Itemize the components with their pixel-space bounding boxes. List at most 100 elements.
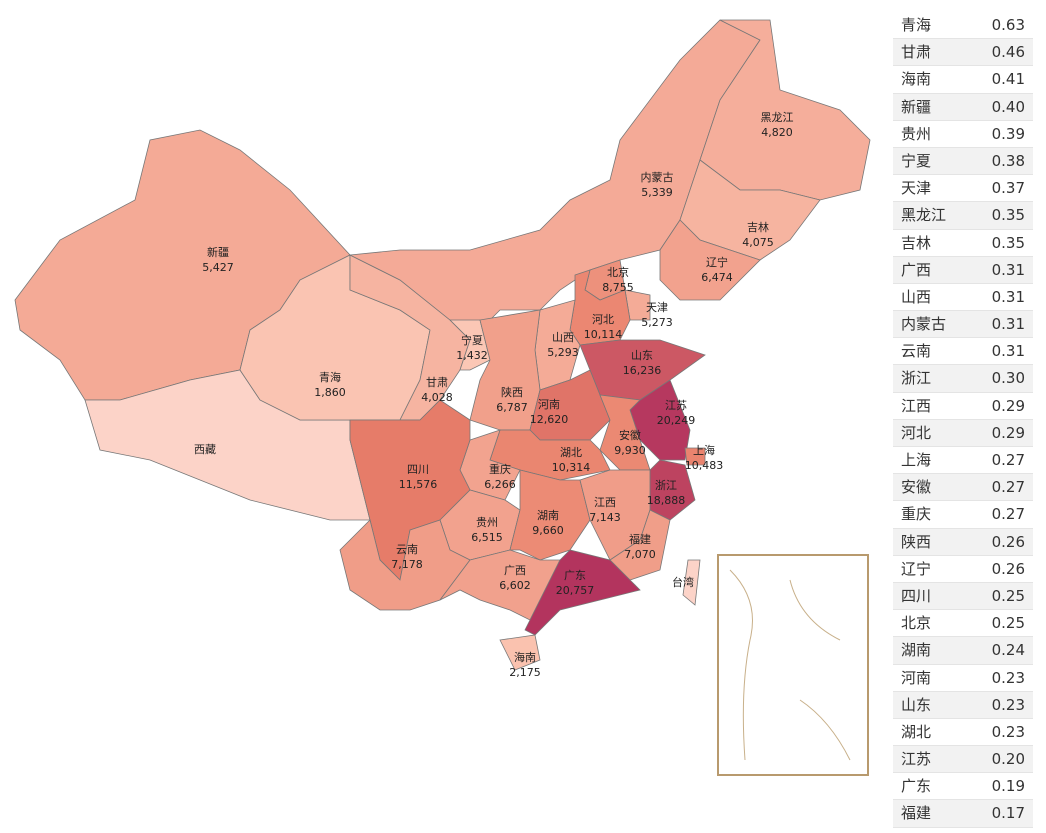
province-name: 吉林 <box>747 220 769 234</box>
table-row: 河南 0.23 <box>893 665 1033 692</box>
province-name: 浙江 <box>901 369 932 388</box>
province-name: 河北 <box>592 313 614 326</box>
province-name: 内蒙古 <box>901 315 947 334</box>
province-name: 浙江 <box>655 479 677 492</box>
ratio-value: 0.27 <box>991 478 1025 497</box>
province-name: 黑龙江 <box>901 206 947 225</box>
south-china-sea-inset <box>717 554 869 776</box>
province-value: 5,293 <box>547 346 579 359</box>
province-value: 7,070 <box>624 548 656 561</box>
ratio-value: 0.31 <box>991 342 1025 361</box>
ratio-value: 0.20 <box>991 750 1025 769</box>
province-name: 青海 <box>319 370 341 384</box>
table-row: 安徽 0.27 <box>893 474 1033 502</box>
province <box>684 447 706 466</box>
ratio-value: 0.23 <box>991 722 1025 741</box>
province-name: 上海 <box>901 451 932 469</box>
table-row: 广西 0.31 <box>893 256 1033 284</box>
province-name: 江苏 <box>901 750 932 769</box>
province-name: 河北 <box>901 423 932 442</box>
ratio-value: 0.41 <box>991 70 1025 89</box>
ratio-value: 0.29 <box>991 396 1025 415</box>
ratio-value: 0.27 <box>991 505 1025 524</box>
province-name: 吉林 <box>901 233 932 252</box>
ratio-value: 0.25 <box>991 614 1025 633</box>
ratio-value: 0.27 <box>991 451 1025 469</box>
table-row: 山东 0.23 <box>893 691 1033 719</box>
province-name: 台湾 <box>672 575 694 589</box>
ratio-value: 0.24 <box>991 641 1025 660</box>
table-row: 陕西 0.26 <box>893 528 1033 556</box>
province-name: 西藏 <box>194 443 216 456</box>
province-name: 辽宁 <box>901 559 932 578</box>
province-name: 海南 <box>514 650 536 664</box>
province-name: 甘肃 <box>426 376 448 389</box>
province-name: 广西 <box>504 564 526 577</box>
province-name: 新疆 <box>901 97 932 116</box>
province-value: 4,028 <box>421 391 453 404</box>
ratio-value: 0.37 <box>991 179 1025 198</box>
province-value: 6,266 <box>484 478 516 491</box>
table-row: 甘肃 0.46 <box>893 39 1033 67</box>
table-row: 海南 0.41 <box>893 66 1033 94</box>
ratio-value: 0.46 <box>991 43 1025 62</box>
province <box>524 549 641 636</box>
province-name: 内蒙古 <box>641 170 674 184</box>
table-row: 天津 0.37 <box>893 175 1033 203</box>
table-row: 江苏 0.20 <box>893 746 1033 774</box>
province-value: 20,249 <box>657 414 696 427</box>
province-value: 1,860 <box>314 386 346 399</box>
province-name: 宁夏 <box>901 151 932 170</box>
province-value: 9,930 <box>614 444 646 457</box>
ratio-value: 0.26 <box>991 559 1025 578</box>
table-row: 新疆 0.40 <box>893 93 1033 121</box>
province-value: 6,602 <box>499 579 531 592</box>
table-row: 山西 0.31 <box>893 284 1033 312</box>
province <box>659 219 761 301</box>
province-name: 北京 <box>607 265 629 279</box>
province-value: 5,339 <box>641 186 673 199</box>
province-value: 20,757 <box>556 584 595 597</box>
province-name: 安徽 <box>901 478 932 497</box>
ratio-value: 0.63 <box>991 16 1025 34</box>
table-row: 江西 0.29 <box>893 393 1033 420</box>
province-name: 陕西 <box>501 385 523 399</box>
province-value: 10,114 <box>584 328 623 341</box>
china-map: 新疆 5,427 西藏 青海 1,860 甘肃 4,028 内蒙古 5,339 黑龙江 4,820 吉… <box>14 19 871 776</box>
province <box>439 549 561 621</box>
province-value: 16,236 <box>623 364 662 377</box>
ratio-value: 0.31 <box>991 260 1025 279</box>
inset-coastline <box>729 569 851 761</box>
province-value: 18,888 <box>647 494 686 507</box>
province-name: 河南 <box>538 398 560 411</box>
ratio-value: 0.39 <box>991 124 1025 143</box>
ratio-value: 0.17 <box>991 804 1025 823</box>
province-name: 海南 <box>901 70 932 89</box>
province-name: 重庆 <box>489 462 511 476</box>
table-row: 上海 0.27 <box>893 447 1033 475</box>
province <box>682 559 701 606</box>
ratio-value: 0.19 <box>991 777 1025 796</box>
province-value: 6,787 <box>496 401 528 414</box>
province-name: 安徽 <box>619 428 641 442</box>
table-row: 黑龙江 0.35 <box>893 202 1033 230</box>
ratio-value: 0.35 <box>991 233 1025 252</box>
province-name: 江苏 <box>665 399 687 412</box>
province-name: 广东 <box>564 569 586 582</box>
ratio-value: 0.38 <box>991 151 1025 170</box>
province-value: 10,314 <box>552 461 591 474</box>
ratio-value: 0.23 <box>991 695 1025 714</box>
province-value: 2,175 <box>509 666 541 679</box>
province-name: 四川 <box>901 586 932 605</box>
table-row: 宁夏 0.38 <box>893 147 1033 176</box>
table-row: 广东 0.19 <box>893 773 1033 801</box>
province-value: 8,755 <box>602 281 634 294</box>
province-name: 新疆 <box>207 245 229 259</box>
ratio-value: 0.40 <box>991 97 1025 116</box>
table-row: 青海 0.63 <box>893 12 1033 40</box>
province-name: 福建 <box>901 804 932 823</box>
province-name: 河南 <box>901 668 932 687</box>
province-name: 山西 <box>552 331 574 344</box>
province-value: 6,515 <box>471 531 503 544</box>
table-row: 辽宁 0.26 <box>893 556 1033 583</box>
